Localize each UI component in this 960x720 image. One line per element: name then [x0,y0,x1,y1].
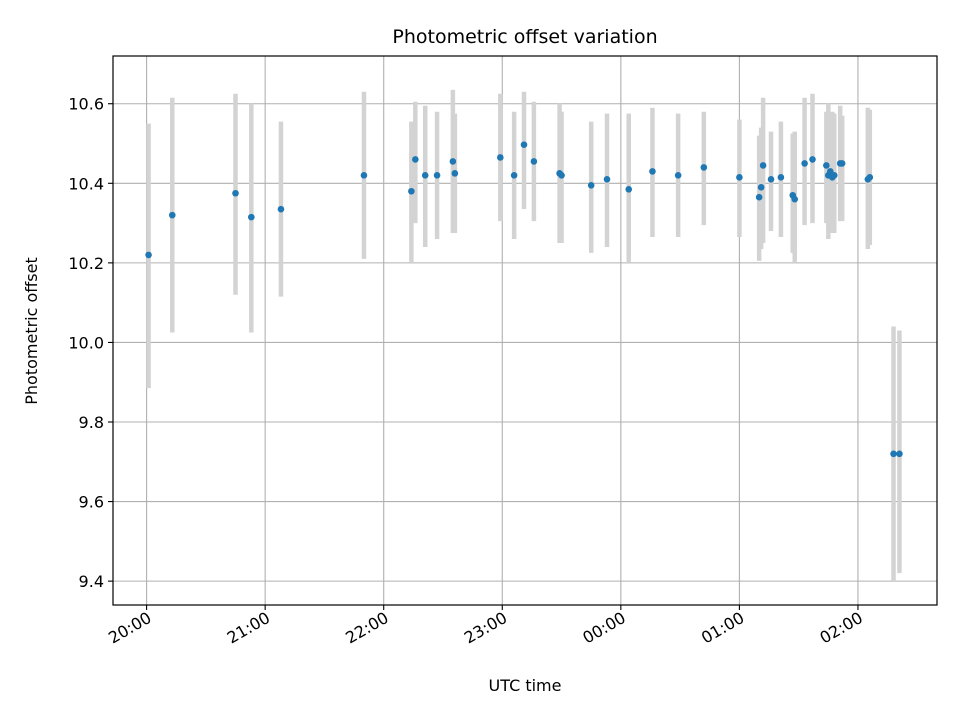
data-point [896,450,903,458]
data-point [451,170,459,177]
data-point [360,172,368,179]
data-point [520,141,528,149]
data-point [736,174,743,181]
data-point [755,193,763,201]
data-point [757,183,765,191]
data-point [625,185,633,193]
data-point [433,172,441,179]
data-point [412,156,419,163]
data-point [168,211,176,219]
y-tick-label: 10.6 [68,95,104,114]
y-tick-label: 10.4 [68,174,104,193]
data-point [530,158,538,165]
data-point [777,174,785,181]
data-point [823,162,830,169]
chart-title: Photometric offset variation [392,26,657,48]
data-point [232,189,239,197]
data-point [700,164,708,171]
data-point [809,156,816,163]
y-tick-label: 10.0 [68,333,104,352]
data-point [248,213,255,221]
x-axis-label: UTC time [489,676,562,695]
data-point [838,160,846,167]
data-point [496,154,504,161]
data-point [866,174,874,181]
data-point [649,168,656,175]
data-point [767,176,775,183]
y-tick-label: 10.2 [68,254,104,273]
data-point [449,158,457,165]
data-point [421,172,429,179]
data-point [558,172,565,179]
data-point [830,172,838,179]
data-point [408,187,415,195]
data-point [587,181,595,189]
data-point [759,162,767,169]
data-points [145,141,903,458]
data-point [145,251,152,259]
plot-frame [112,55,938,606]
y-tick-label: 9.4 [79,572,104,591]
y-tick-label: 9.8 [79,413,104,432]
data-point [277,205,285,213]
y-axis-label: Photometric offset [22,257,41,405]
y-axis: 9.4 9.6 9.8 10.0 10.2 10.4 10.6 [68,95,113,591]
data-point [791,195,799,203]
data-point [890,450,897,458]
data-point [674,172,682,179]
data-point [603,176,611,183]
data-point [510,172,518,179]
data-point [801,160,808,167]
y-tick-label: 9.6 [79,493,104,512]
